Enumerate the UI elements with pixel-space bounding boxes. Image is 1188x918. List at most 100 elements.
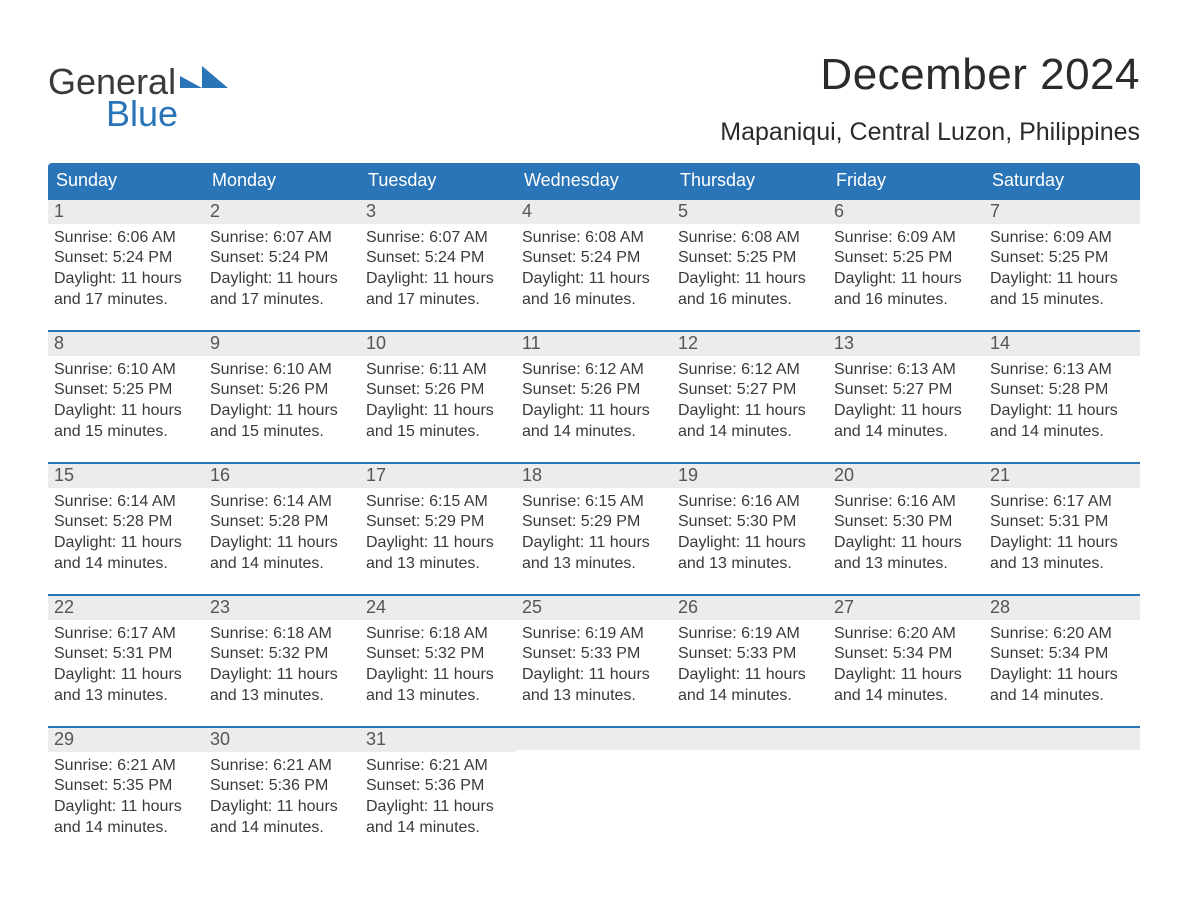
daylight-line2: and 14 minutes. — [522, 422, 666, 443]
day-body: Sunrise: 6:18 AMSunset: 5:32 PMDaylight:… — [360, 620, 516, 713]
daylight-line2: and 13 minutes. — [210, 686, 354, 707]
daylight-line2: and 16 minutes. — [522, 290, 666, 311]
sunrise-text: Sunrise: 6:21 AM — [210, 756, 354, 777]
calendar-cell: 21Sunrise: 6:17 AMSunset: 5:31 PMDayligh… — [984, 462, 1140, 594]
day-number: 21 — [984, 462, 1140, 488]
day-body: Sunrise: 6:21 AMSunset: 5:36 PMDaylight:… — [204, 752, 360, 845]
sunrise-text: Sunrise: 6:14 AM — [54, 492, 198, 513]
day-number: 8 — [48, 330, 204, 356]
sunset-text: Sunset: 5:26 PM — [210, 380, 354, 401]
sunrise-text: Sunrise: 6:16 AM — [834, 492, 978, 513]
day-number: 13 — [828, 330, 984, 356]
sunset-text: Sunset: 5:30 PM — [834, 512, 978, 533]
day-body: Sunrise: 6:14 AMSunset: 5:28 PMDaylight:… — [204, 488, 360, 581]
calendar-cell: 22Sunrise: 6:17 AMSunset: 5:31 PMDayligh… — [48, 594, 204, 726]
daylight-line1: Daylight: 11 hours — [522, 665, 666, 686]
calendar-cell — [672, 726, 828, 858]
sunset-text: Sunset: 5:28 PM — [54, 512, 198, 533]
sunrise-text: Sunrise: 6:19 AM — [678, 624, 822, 645]
daylight-line1: Daylight: 11 hours — [366, 797, 510, 818]
day-number: 17 — [360, 462, 516, 488]
day-number: 1 — [48, 198, 204, 224]
day-body: Sunrise: 6:17 AMSunset: 5:31 PMDaylight:… — [984, 488, 1140, 581]
daylight-line1: Daylight: 11 hours — [210, 269, 354, 290]
daylight-line2: and 14 minutes. — [678, 422, 822, 443]
sunrise-text: Sunrise: 6:16 AM — [678, 492, 822, 513]
sunrise-text: Sunrise: 6:15 AM — [366, 492, 510, 513]
calendar-cell: 12Sunrise: 6:12 AMSunset: 5:27 PMDayligh… — [672, 330, 828, 462]
day-body: Sunrise: 6:10 AMSunset: 5:26 PMDaylight:… — [204, 356, 360, 449]
daylight-line1: Daylight: 11 hours — [366, 533, 510, 554]
weekday-header: Tuesday — [360, 163, 516, 198]
weekday-header: Friday — [828, 163, 984, 198]
day-body: Sunrise: 6:20 AMSunset: 5:34 PMDaylight:… — [984, 620, 1140, 713]
calendar-cell: 23Sunrise: 6:18 AMSunset: 5:32 PMDayligh… — [204, 594, 360, 726]
weekday-header: Sunday — [48, 163, 204, 198]
day-body: Sunrise: 6:21 AMSunset: 5:36 PMDaylight:… — [360, 752, 516, 845]
daylight-line1: Daylight: 11 hours — [678, 665, 822, 686]
sunrise-text: Sunrise: 6:15 AM — [522, 492, 666, 513]
empty-day-bar — [672, 726, 828, 750]
daylight-line2: and 15 minutes. — [990, 290, 1134, 311]
day-number: 6 — [828, 198, 984, 224]
day-number: 28 — [984, 594, 1140, 620]
weekday-header: Saturday — [984, 163, 1140, 198]
daylight-line1: Daylight: 11 hours — [990, 269, 1134, 290]
daylight-line2: and 13 minutes. — [834, 554, 978, 575]
day-body: Sunrise: 6:12 AMSunset: 5:26 PMDaylight:… — [516, 356, 672, 449]
day-number: 31 — [360, 726, 516, 752]
calendar-cell: 4Sunrise: 6:08 AMSunset: 5:24 PMDaylight… — [516, 198, 672, 330]
day-number: 18 — [516, 462, 672, 488]
sunrise-text: Sunrise: 6:10 AM — [210, 360, 354, 381]
daylight-line2: and 17 minutes. — [210, 290, 354, 311]
day-body: Sunrise: 6:13 AMSunset: 5:28 PMDaylight:… — [984, 356, 1140, 449]
calendar-table: SundayMondayTuesdayWednesdayThursdayFrid… — [48, 163, 1140, 858]
daylight-line1: Daylight: 11 hours — [678, 269, 822, 290]
day-number: 12 — [672, 330, 828, 356]
sunset-text: Sunset: 5:36 PM — [366, 776, 510, 797]
sunset-text: Sunset: 5:24 PM — [366, 248, 510, 269]
daylight-line2: and 13 minutes. — [522, 686, 666, 707]
sunset-text: Sunset: 5:34 PM — [834, 644, 978, 665]
daylight-line1: Daylight: 11 hours — [210, 533, 354, 554]
day-number: 15 — [48, 462, 204, 488]
calendar-cell: 5Sunrise: 6:08 AMSunset: 5:25 PMDaylight… — [672, 198, 828, 330]
sunrise-text: Sunrise: 6:17 AM — [990, 492, 1134, 513]
calendar-cell: 14Sunrise: 6:13 AMSunset: 5:28 PMDayligh… — [984, 330, 1140, 462]
daylight-line2: and 15 minutes. — [54, 422, 198, 443]
logo-word2: Blue — [48, 96, 228, 132]
day-number: 14 — [984, 330, 1140, 356]
daylight-line2: and 13 minutes. — [366, 554, 510, 575]
sunset-text: Sunset: 5:29 PM — [522, 512, 666, 533]
daylight-line2: and 14 minutes. — [834, 422, 978, 443]
daylight-line2: and 13 minutes. — [366, 686, 510, 707]
day-body: Sunrise: 6:21 AMSunset: 5:35 PMDaylight:… — [48, 752, 204, 845]
sunrise-text: Sunrise: 6:19 AM — [522, 624, 666, 645]
day-number: 23 — [204, 594, 360, 620]
calendar-week: 8Sunrise: 6:10 AMSunset: 5:25 PMDaylight… — [48, 330, 1140, 462]
day-number: 2 — [204, 198, 360, 224]
calendar-cell: 24Sunrise: 6:18 AMSunset: 5:32 PMDayligh… — [360, 594, 516, 726]
daylight-line2: and 17 minutes. — [54, 290, 198, 311]
daylight-line1: Daylight: 11 hours — [834, 401, 978, 422]
day-body: Sunrise: 6:16 AMSunset: 5:30 PMDaylight:… — [828, 488, 984, 581]
calendar-cell: 25Sunrise: 6:19 AMSunset: 5:33 PMDayligh… — [516, 594, 672, 726]
day-number: 11 — [516, 330, 672, 356]
daylight-line2: and 13 minutes. — [678, 554, 822, 575]
sunset-text: Sunset: 5:29 PM — [366, 512, 510, 533]
daylight-line1: Daylight: 11 hours — [522, 269, 666, 290]
day-body: Sunrise: 6:08 AMSunset: 5:25 PMDaylight:… — [672, 224, 828, 317]
day-number: 4 — [516, 198, 672, 224]
day-number: 16 — [204, 462, 360, 488]
day-body: Sunrise: 6:16 AMSunset: 5:30 PMDaylight:… — [672, 488, 828, 581]
daylight-line2: and 15 minutes. — [366, 422, 510, 443]
location: Mapaniqui, Central Luzon, Philippines — [720, 118, 1140, 147]
day-number: 24 — [360, 594, 516, 620]
daylight-line1: Daylight: 11 hours — [834, 665, 978, 686]
day-body: Sunrise: 6:19 AMSunset: 5:33 PMDaylight:… — [516, 620, 672, 713]
sunset-text: Sunset: 5:25 PM — [990, 248, 1134, 269]
day-body: Sunrise: 6:09 AMSunset: 5:25 PMDaylight:… — [984, 224, 1140, 317]
calendar-cell: 13Sunrise: 6:13 AMSunset: 5:27 PMDayligh… — [828, 330, 984, 462]
sunset-text: Sunset: 5:24 PM — [210, 248, 354, 269]
sunset-text: Sunset: 5:30 PM — [678, 512, 822, 533]
